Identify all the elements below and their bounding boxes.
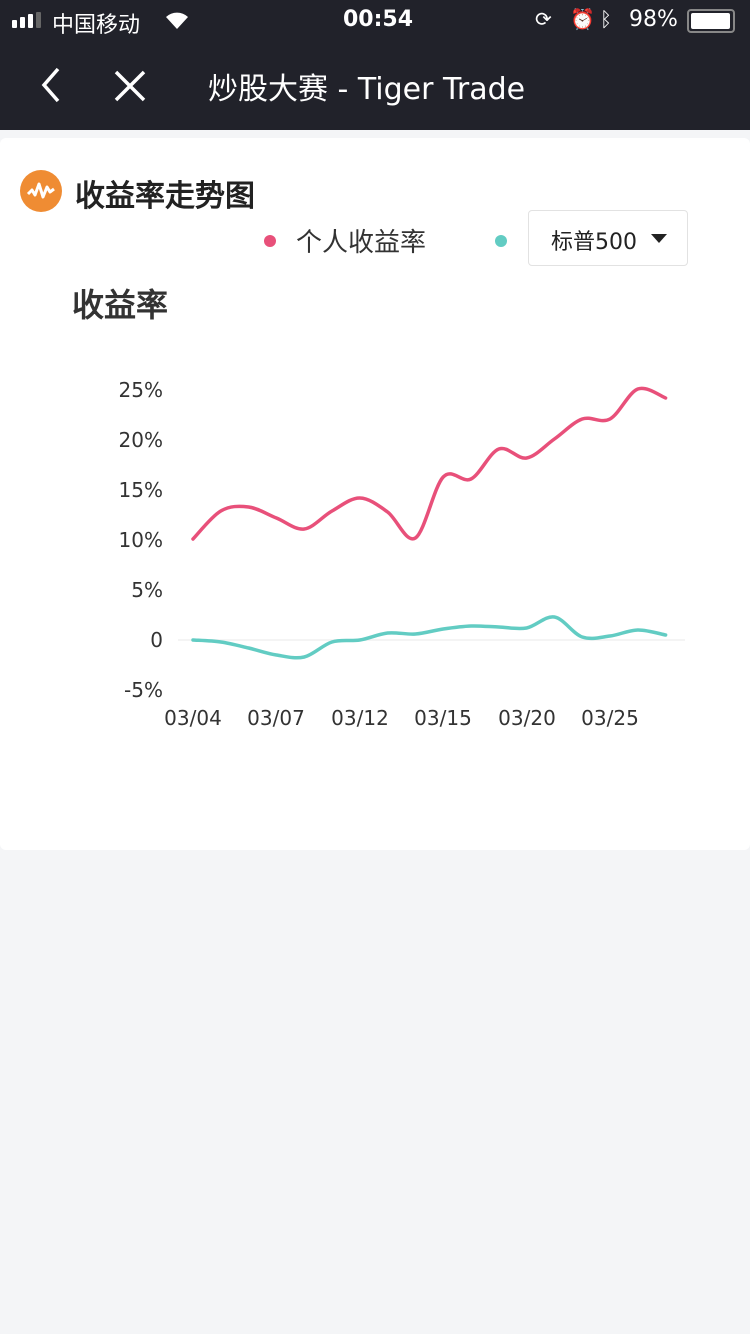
x-tick: 03/07 — [247, 706, 305, 730]
caret-down-icon — [651, 234, 667, 243]
signal-icon — [12, 12, 41, 28]
nav-bar: 炒股大赛 - Tiger Trade — [0, 40, 750, 130]
legend-dot-benchmark — [495, 235, 507, 247]
benchmark-select-value: 标普500 — [551, 230, 637, 255]
legend-dot-personal — [264, 235, 276, 247]
y-tick: 0 — [150, 628, 163, 652]
x-tick: 03/15 — [414, 706, 472, 730]
page-title: 炒股大赛 - Tiger Trade — [208, 72, 526, 107]
x-tick: 03/12 — [331, 706, 389, 730]
y-tick: 10% — [118, 528, 163, 552]
pulse-icon — [20, 170, 62, 212]
clock: 00:54 — [343, 7, 414, 32]
chart-card: 收益率走势图 个人收益率 标普500 收益率 — [0, 138, 750, 850]
bluetooth-icon: ᛒ — [600, 7, 612, 31]
series-line-personal — [191, 386, 668, 541]
battery-percent: 98% — [629, 7, 678, 32]
status-bar: 中国移动 00:54 ⟳ ⏰ ᛒ 98% — [0, 0, 750, 40]
benchmark-select[interactable]: 标普500 — [528, 210, 688, 266]
x-tick: 03/04 — [164, 706, 222, 730]
y-tick: 20% — [118, 428, 163, 452]
line-chart — [178, 386, 685, 660]
y-tick: 5% — [131, 578, 163, 602]
x-tick: 03/25 — [581, 706, 639, 730]
card-title: 收益率走势图 — [75, 179, 255, 214]
y-axis-title: 收益率 — [72, 286, 169, 324]
back-icon[interactable] — [36, 66, 66, 104]
y-tick: 15% — [118, 478, 163, 502]
battery-icon — [687, 9, 735, 33]
x-tick: 03/20 — [498, 706, 556, 730]
close-icon[interactable] — [113, 69, 147, 103]
y-tick: 25% — [118, 378, 163, 402]
series-line-benchmark — [191, 615, 668, 660]
carrier: 中国移动 — [52, 13, 141, 38]
alarm-icon: ⏰ — [570, 7, 595, 31]
wifi-icon — [166, 12, 188, 29]
legend-personal[interactable]: 个人收益率 — [296, 228, 427, 258]
rotation-lock-icon: ⟳ — [535, 7, 552, 31]
y-tick: -5% — [124, 678, 163, 702]
